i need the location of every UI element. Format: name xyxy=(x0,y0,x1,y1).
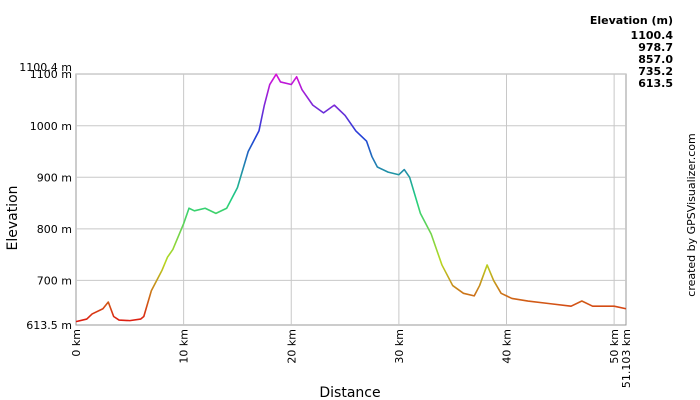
x-tick-label: 0 km xyxy=(70,329,83,357)
legend-value: 1100.4 xyxy=(631,29,674,42)
y-tick-label: 1000 m xyxy=(30,120,72,133)
legend-value: 735.2 xyxy=(638,65,673,78)
y-tick-label: 700 m xyxy=(37,274,72,287)
legend-title: Elevation (m) xyxy=(590,14,673,27)
y-tick-label: 800 m xyxy=(37,223,72,236)
y-tick-label: 1100.4 m xyxy=(19,61,72,74)
x-tick-label: 40 km xyxy=(501,329,514,364)
plot-frame xyxy=(75,73,627,326)
x-axis-title: Distance xyxy=(319,385,380,400)
legend-value: 978.7 xyxy=(638,41,673,54)
legend-value: 857.0 xyxy=(638,53,673,66)
x-tick-label: 30 km xyxy=(393,329,406,364)
y-axis-title: Elevation xyxy=(5,185,21,250)
x-tick-label: 10 km xyxy=(178,329,191,364)
y-tick-label: 1100 m xyxy=(30,68,72,81)
y-tick-label: 900 m xyxy=(37,171,72,184)
credit: created by GPSVisualizer.com xyxy=(685,133,698,296)
elevation-line xyxy=(75,73,627,323)
y-tick-label: 613.5 m xyxy=(26,319,72,332)
x-tick-label: 51.103 km xyxy=(620,329,633,388)
x-tick-label: 20 km xyxy=(285,329,298,364)
legend-value: 613.5 xyxy=(638,77,673,90)
x-tick-label: 50 km xyxy=(608,329,621,364)
